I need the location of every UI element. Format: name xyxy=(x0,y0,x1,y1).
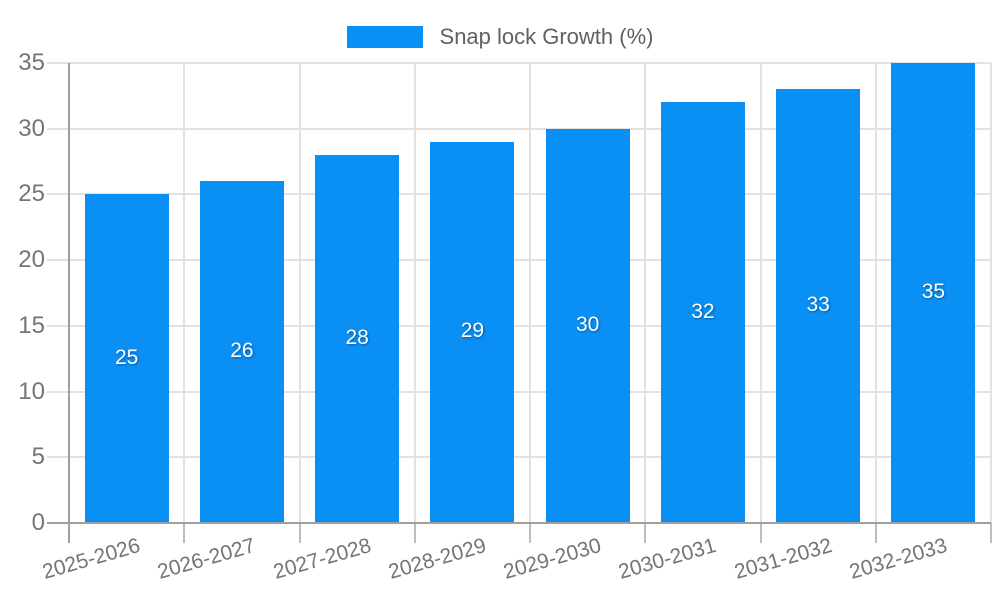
y-axis-tick-label: 10 xyxy=(18,377,45,405)
x-axis-tick xyxy=(874,523,877,543)
x-axis-tick-label: 2028-2029 xyxy=(385,534,489,584)
legend: Snap lock Growth (%) xyxy=(0,24,1000,50)
y-gridline xyxy=(47,127,991,130)
x-axis-tick xyxy=(183,523,186,543)
y-gridline xyxy=(47,62,991,64)
y-axis-tick-label: 15 xyxy=(18,311,45,339)
x-gridline xyxy=(874,63,877,523)
y-gridline xyxy=(47,324,991,327)
x-gridline xyxy=(644,63,647,523)
x-gridline xyxy=(529,63,531,523)
bar[interactable]: 30 xyxy=(545,128,630,523)
x-gridline xyxy=(759,63,762,523)
x-axis-line xyxy=(47,522,991,524)
x-axis-tick xyxy=(298,523,301,543)
bar-value-label: 33 xyxy=(806,293,830,317)
bar-value-label: 26 xyxy=(230,339,254,363)
bar[interactable]: 33 xyxy=(776,89,861,523)
x-axis-tick xyxy=(413,523,416,543)
y-gridline xyxy=(47,193,991,196)
y-gridline xyxy=(47,390,991,393)
x-axis-tick-label: 2027-2028 xyxy=(270,534,374,584)
y-axis-tick-label: 35 xyxy=(18,49,45,76)
x-gridline xyxy=(298,63,301,523)
y-axis-tick-label: 20 xyxy=(18,246,45,274)
x-axis-tick-label: 2030-2031 xyxy=(616,534,720,584)
x-axis-tick-label: 2031-2032 xyxy=(731,534,835,584)
bar[interactable]: 26 xyxy=(199,181,284,523)
x-axis-tick-label: 2032-2033 xyxy=(846,534,950,584)
legend-swatch[interactable] xyxy=(346,26,423,48)
bar[interactable]: 29 xyxy=(430,141,515,523)
x-axis-tick xyxy=(990,523,992,543)
y-gridline xyxy=(47,259,991,262)
x-axis-tick xyxy=(759,523,762,543)
y-axis-tick-label: 5 xyxy=(31,443,45,471)
bar[interactable]: 28 xyxy=(315,155,400,523)
y-axis-tick-label: 0 xyxy=(31,509,45,536)
y-axis-tick-label: 30 xyxy=(18,114,45,142)
x-gridline xyxy=(990,63,992,523)
x-gridline xyxy=(183,63,186,523)
y-gridline xyxy=(47,456,991,459)
bar-value-label: 35 xyxy=(921,280,946,303)
bar-value-label: 32 xyxy=(691,299,715,323)
bar[interactable]: 32 xyxy=(660,102,745,523)
x-axis-tick-label: 2029-2030 xyxy=(501,534,604,584)
x-axis-tick-label: 2025-2026 xyxy=(40,534,143,584)
y-axis-tick-label: 25 xyxy=(18,180,45,208)
x-gridline xyxy=(413,63,416,523)
x-axis-tick-label: 2026-2027 xyxy=(155,534,259,584)
y-axis-line xyxy=(68,63,70,543)
legend-series-label[interactable]: Snap lock Growth (%) xyxy=(439,24,654,49)
x-axis-tick xyxy=(644,523,647,543)
x-axis-tick xyxy=(529,523,531,543)
bar-value-label: 28 xyxy=(345,326,369,349)
bar-value-label: 25 xyxy=(114,345,139,369)
bar-value-label: 29 xyxy=(460,319,485,343)
bar[interactable]: 25 xyxy=(84,194,169,523)
bar[interactable]: 35 xyxy=(891,63,976,523)
bar-value-label: 30 xyxy=(575,312,600,336)
